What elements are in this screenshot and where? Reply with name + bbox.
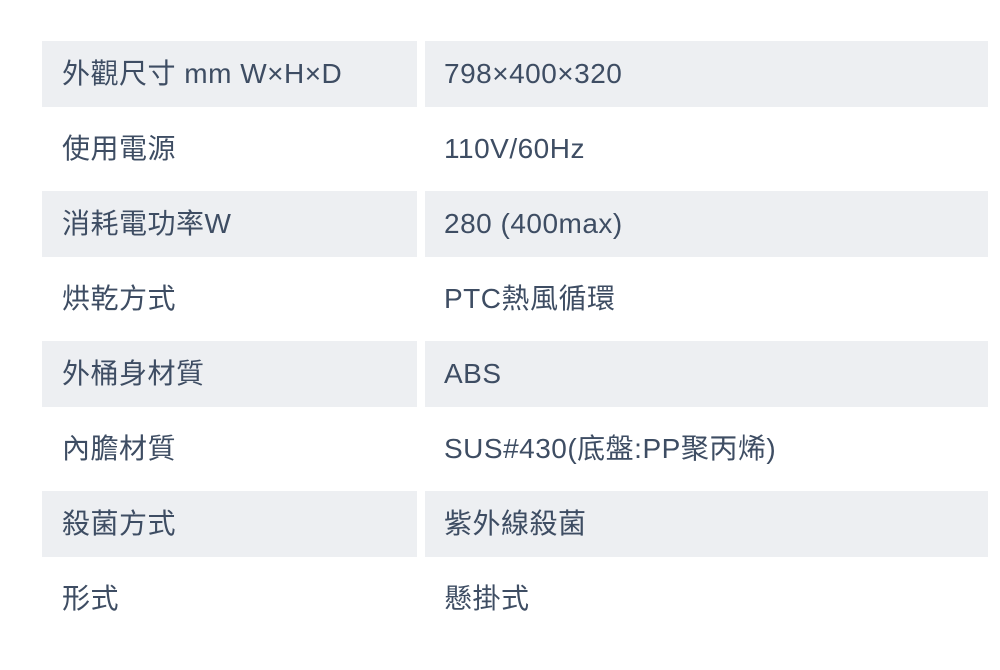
spec-value-cell: 798×400×320: [425, 41, 988, 107]
spec-value-cell: 紫外線殺菌: [425, 491, 988, 557]
spec-value-cell: 110V/60Hz: [425, 116, 988, 182]
spec-label-cell: 使用電源: [42, 116, 417, 182]
spec-value-cell: SUS#430(底盤:PP聚丙烯): [425, 416, 988, 482]
spec-label-cell: 消耗電功率W: [42, 191, 417, 257]
spec-label-cell: 外桶身材質: [42, 341, 417, 407]
spec-label-cell: 形式: [42, 566, 417, 632]
spec-value-cell: PTC熱風循環: [425, 266, 988, 332]
spec-label-cell: 烘乾方式: [42, 266, 417, 332]
spec-value-cell: 懸掛式: [425, 566, 988, 632]
spec-label-cell: 殺菌方式: [42, 491, 417, 557]
spec-value-cell: 280 (400max): [425, 191, 988, 257]
spec-table: 外觀尺寸 mm W×H×D 798×400×320 使用電源 110V/60Hz 消耗電…: [42, 41, 988, 632]
spec-value-cell: ABS: [425, 341, 988, 407]
spec-label-cell: 外觀尺寸 mm W×H×D: [42, 41, 417, 107]
spec-label-cell: 內膽材質: [42, 416, 417, 482]
